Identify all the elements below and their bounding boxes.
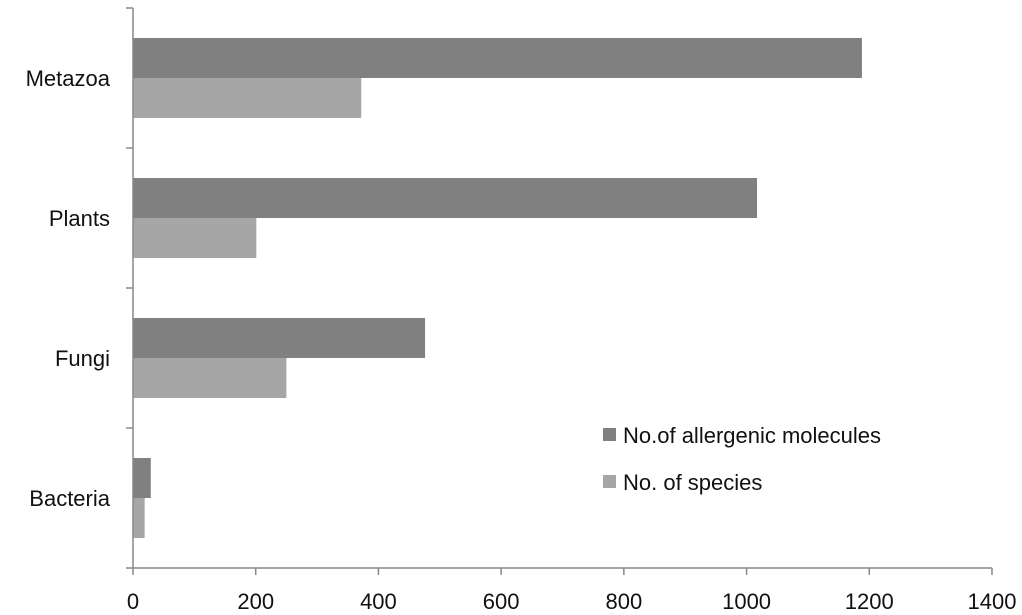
bar-metazoa-series-2: [133, 78, 362, 118]
bar-bacteria-series-1: [133, 458, 151, 498]
x-tick-label-200: 200: [237, 589, 274, 614]
category-label-metazoa: Metazoa: [26, 66, 111, 91]
category-label-plants: Plants: [49, 206, 110, 231]
bar-metazoa-series-1: [133, 38, 862, 78]
legend-label-series-2: No. of species: [623, 470, 762, 495]
x-tick-label-0: 0: [127, 589, 139, 614]
x-tick-label-600: 600: [483, 589, 520, 614]
bar-fungi-series-1: [133, 318, 426, 358]
bar-plants-series-2: [133, 218, 257, 258]
x-tick-label-1400: 1400: [968, 589, 1017, 614]
legend-swatch-series-1: [603, 428, 616, 441]
bar-bacteria-series-2: [133, 498, 145, 538]
legend-swatch-series-2: [603, 475, 616, 488]
x-tick-label-800: 800: [605, 589, 642, 614]
bar-fungi-series-2: [133, 358, 287, 398]
category-label-bacteria: Bacteria: [29, 486, 110, 511]
legend-label-series-1: No.of allergenic molecules: [623, 423, 881, 448]
x-tick-label-1200: 1200: [845, 589, 894, 614]
x-tick-label-1000: 1000: [722, 589, 771, 614]
bar-plants-series-1: [133, 178, 758, 218]
category-label-fungi: Fungi: [55, 346, 110, 371]
x-tick-label-400: 400: [360, 589, 397, 614]
